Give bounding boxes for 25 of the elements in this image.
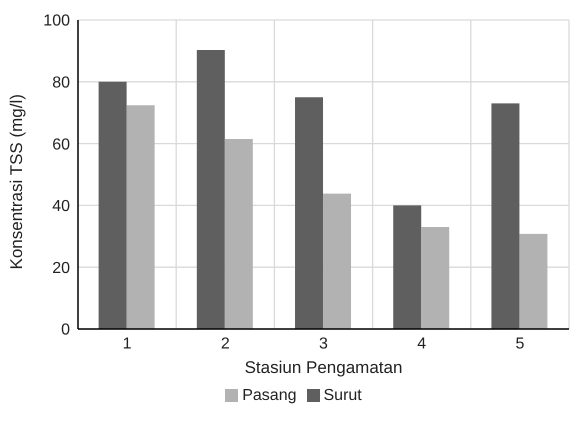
x-tick-label: 5 xyxy=(515,335,524,352)
y-tick-label: 100 xyxy=(43,12,70,30)
legend-label: Pasang xyxy=(242,387,296,404)
bar xyxy=(126,105,155,329)
y-tick-label: 20 xyxy=(52,260,70,277)
bar xyxy=(393,205,422,329)
x-tick-label: 4 xyxy=(417,335,426,352)
y-tick-label: 40 xyxy=(52,198,70,216)
legend-label: Surut xyxy=(324,387,362,404)
y-tick-label: 60 xyxy=(52,136,70,154)
y-tick-label: 80 xyxy=(52,74,70,92)
y-tick-label: 0 xyxy=(61,322,70,339)
bar xyxy=(421,227,450,329)
bar xyxy=(519,234,548,329)
y-axis-title: Konsentrasi TSS (mg/l) xyxy=(7,94,26,270)
bar xyxy=(323,194,352,329)
bar xyxy=(98,82,127,329)
bar xyxy=(224,138,253,329)
x-axis-title: Stasiun Pengamatan xyxy=(244,358,402,377)
bar xyxy=(491,103,520,329)
x-tick-label: 1 xyxy=(122,335,132,352)
x-tick-label: 2 xyxy=(220,335,230,352)
x-tick-label: 3 xyxy=(319,335,328,352)
bar xyxy=(295,97,324,329)
bar xyxy=(196,50,225,329)
